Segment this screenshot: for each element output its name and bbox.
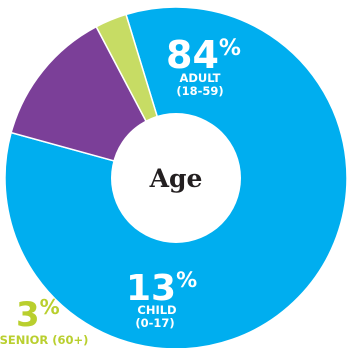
donut-center [111, 113, 241, 243]
adult-percent-value: 84 [166, 33, 219, 77]
adult-percent-label: 84% [166, 33, 241, 77]
senior-percent-symbol: % [40, 295, 60, 319]
child-percent-label: 13% [126, 268, 197, 309]
child-range-label: (0-17) [135, 316, 174, 330]
senior-category-label: SENIOR (60+) [0, 333, 88, 347]
child-category-label: CHILD [137, 303, 176, 317]
child-percent-symbol: % [176, 268, 197, 292]
adult-category-label: ADULT [179, 71, 220, 85]
adult-range-label: (18-59) [176, 84, 223, 98]
senior-percent-value: 3 [16, 295, 40, 335]
adult-percent-symbol: % [219, 36, 241, 61]
child-percent-value: 13 [126, 268, 176, 309]
senior-percent-label: 3% [16, 295, 60, 335]
center-label: Age [149, 164, 203, 193]
